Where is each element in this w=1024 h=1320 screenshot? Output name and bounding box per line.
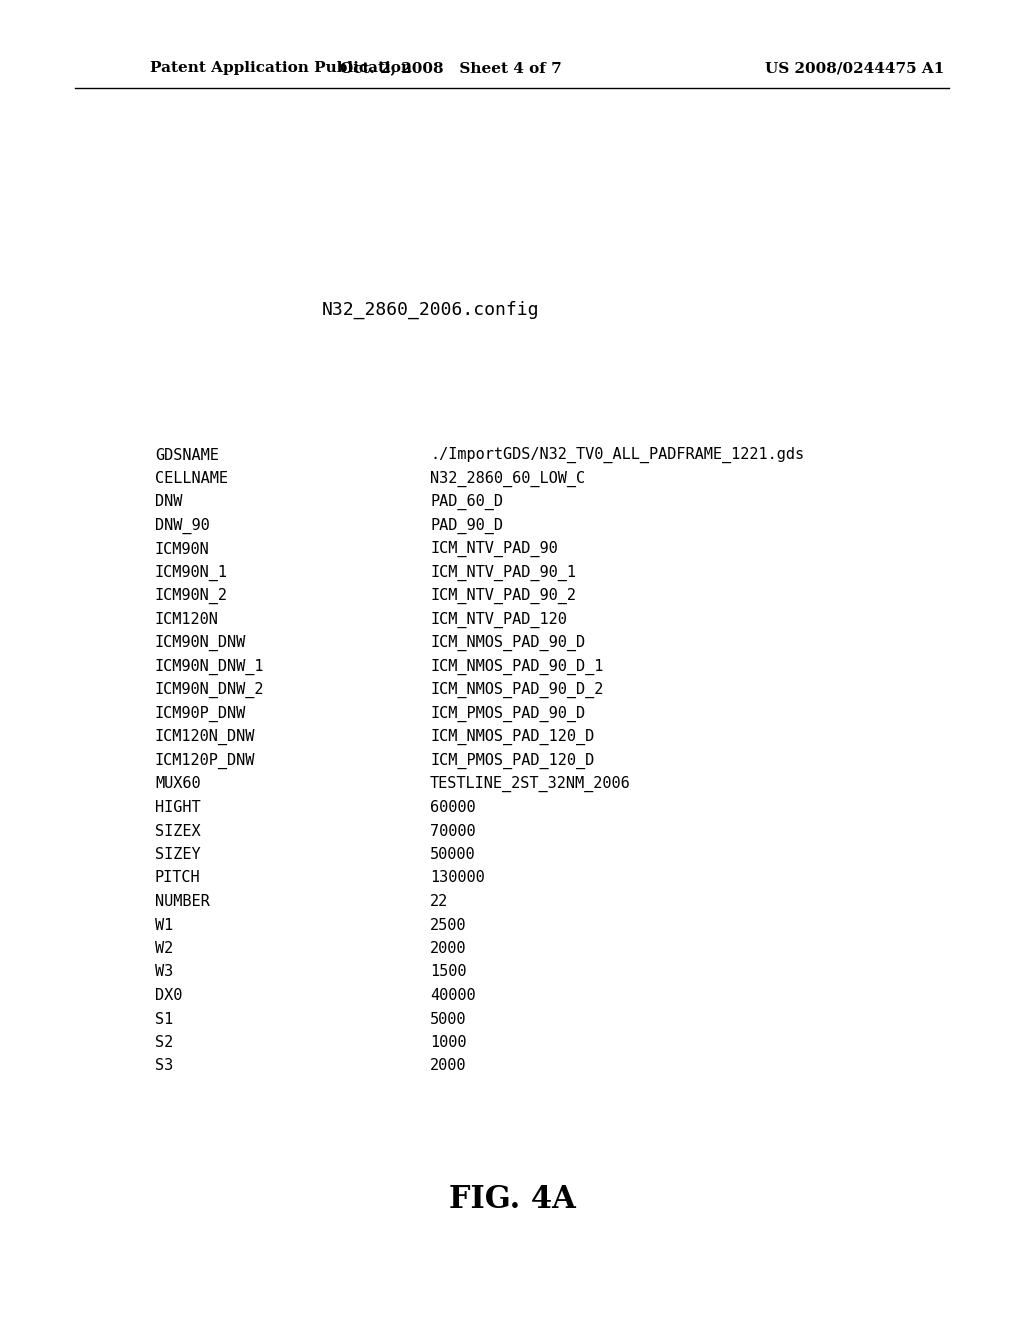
Text: 60000: 60000 [430,800,475,814]
Text: 130000: 130000 [430,870,484,886]
Text: DX0: DX0 [155,987,182,1003]
Text: N32_2860_60_LOW_C: N32_2860_60_LOW_C [430,470,585,487]
Text: W2: W2 [155,941,173,956]
Text: ICM_PMOS_PAD_120_D: ICM_PMOS_PAD_120_D [430,752,594,768]
Text: 1000: 1000 [430,1035,467,1049]
Text: ./ImportGDS/N32_TV0_ALL_PADFRAME_1221.gds: ./ImportGDS/N32_TV0_ALL_PADFRAME_1221.gd… [430,447,804,463]
Text: US 2008/0244475 A1: US 2008/0244475 A1 [765,61,944,75]
Text: CELLNAME: CELLNAME [155,471,228,486]
Text: 5000: 5000 [430,1011,467,1027]
Text: ICM120P_DNW: ICM120P_DNW [155,752,255,768]
Text: S1: S1 [155,1011,173,1027]
Text: PAD_60_D: PAD_60_D [430,494,503,510]
Text: MUX60: MUX60 [155,776,201,792]
Text: ICM90P_DNW: ICM90P_DNW [155,705,246,722]
Text: ICM_NMOS_PAD_120_D: ICM_NMOS_PAD_120_D [430,729,594,744]
Text: PITCH: PITCH [155,870,201,886]
Text: GDSNAME: GDSNAME [155,447,219,462]
Text: HIGHT: HIGHT [155,800,201,814]
Text: ICM_NTV_PAD_90: ICM_NTV_PAD_90 [430,541,558,557]
Text: ICM_NMOS_PAD_90_D: ICM_NMOS_PAD_90_D [430,635,585,651]
Text: DNW: DNW [155,495,182,510]
Text: ICM_PMOS_PAD_90_D: ICM_PMOS_PAD_90_D [430,705,585,722]
Text: ICM_NTV_PAD_90_2: ICM_NTV_PAD_90_2 [430,587,575,605]
Text: S3: S3 [155,1059,173,1073]
Text: Patent Application Publication: Patent Application Publication [150,61,412,75]
Text: ICM_NMOS_PAD_90_D_1: ICM_NMOS_PAD_90_D_1 [430,659,603,675]
Text: PAD_90_D: PAD_90_D [430,517,503,533]
Text: N32_2860_2006.config: N32_2860_2006.config [322,301,539,319]
Text: 50000: 50000 [430,847,475,862]
Text: Oct. 2, 2008   Sheet 4 of 7: Oct. 2, 2008 Sheet 4 of 7 [340,61,561,75]
Text: TESTLINE_2ST_32NM_2006: TESTLINE_2ST_32NM_2006 [430,776,631,792]
Text: DNW_90: DNW_90 [155,517,210,533]
Text: W1: W1 [155,917,173,932]
Text: SIZEX: SIZEX [155,824,201,838]
Text: ICM90N_DNW_2: ICM90N_DNW_2 [155,682,264,698]
Text: ICM90N_DNW: ICM90N_DNW [155,635,246,651]
Text: ICM_NTV_PAD_120: ICM_NTV_PAD_120 [430,611,567,627]
Text: ICM90N_2: ICM90N_2 [155,587,228,605]
Text: 1500: 1500 [430,965,467,979]
Text: 2000: 2000 [430,941,467,956]
Text: ICM120N: ICM120N [155,612,219,627]
Text: ICM_NMOS_PAD_90_D_2: ICM_NMOS_PAD_90_D_2 [430,682,603,698]
Text: SIZEY: SIZEY [155,847,201,862]
Text: ICM90N: ICM90N [155,541,210,557]
Text: ICM120N_DNW: ICM120N_DNW [155,729,255,744]
Text: W3: W3 [155,965,173,979]
Text: 40000: 40000 [430,987,475,1003]
Text: 2000: 2000 [430,1059,467,1073]
Text: ICM90N_1: ICM90N_1 [155,565,228,581]
Text: 2500: 2500 [430,917,467,932]
Text: FIG. 4A: FIG. 4A [449,1184,575,1216]
Text: ICM90N_DNW_1: ICM90N_DNW_1 [155,659,264,675]
Text: ICM_NTV_PAD_90_1: ICM_NTV_PAD_90_1 [430,565,575,581]
Text: NUMBER: NUMBER [155,894,210,909]
Text: S2: S2 [155,1035,173,1049]
Text: 22: 22 [430,894,449,909]
Text: 70000: 70000 [430,824,475,838]
